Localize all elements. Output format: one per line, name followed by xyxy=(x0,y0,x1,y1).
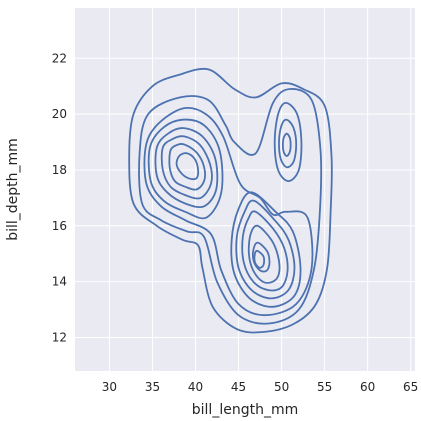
contour-line xyxy=(138,88,323,325)
contour-lines xyxy=(128,67,333,334)
y-tick-label: 20 xyxy=(52,107,67,121)
contour-line xyxy=(251,241,271,273)
y-tick-label: 18 xyxy=(52,163,67,177)
y-axis-ticks: 12 14 16 18 20 22 xyxy=(52,51,67,344)
contour-line xyxy=(128,67,333,334)
x-tick-label: 45 xyxy=(231,380,246,394)
x-axis-label: bill_length_mm xyxy=(192,402,298,418)
x-tick-label: 35 xyxy=(145,380,160,394)
x-axis-ticks: 30 35 40 45 50 55 60 65 xyxy=(102,380,419,394)
y-tick-label: 22 xyxy=(52,51,67,65)
contour-line xyxy=(278,118,298,169)
x-tick-label: 55 xyxy=(317,380,332,394)
y-tick-label: 14 xyxy=(52,275,67,289)
contour-line xyxy=(247,224,281,284)
x-tick-label: 50 xyxy=(274,380,289,394)
contour-line xyxy=(160,135,213,200)
y-axis-label: bill_depth_mm xyxy=(5,138,21,241)
contour-line xyxy=(253,249,266,269)
contour-line xyxy=(154,127,219,209)
y-tick-label: 16 xyxy=(52,219,67,233)
contour-line xyxy=(143,107,314,317)
x-tick-label: 60 xyxy=(360,380,375,394)
contour-line xyxy=(230,191,302,308)
x-tick-label: 30 xyxy=(102,380,117,394)
contour-line xyxy=(273,102,303,182)
contour-line xyxy=(281,132,292,157)
contour-line xyxy=(147,118,224,220)
contour-line xyxy=(235,199,296,300)
contour-line xyxy=(175,152,200,181)
x-tick-label: 65 xyxy=(403,380,418,394)
contour-line xyxy=(241,210,289,292)
contour-line xyxy=(168,143,206,191)
y-tick-label: 12 xyxy=(52,330,67,344)
x-tick-label: 40 xyxy=(188,380,203,394)
